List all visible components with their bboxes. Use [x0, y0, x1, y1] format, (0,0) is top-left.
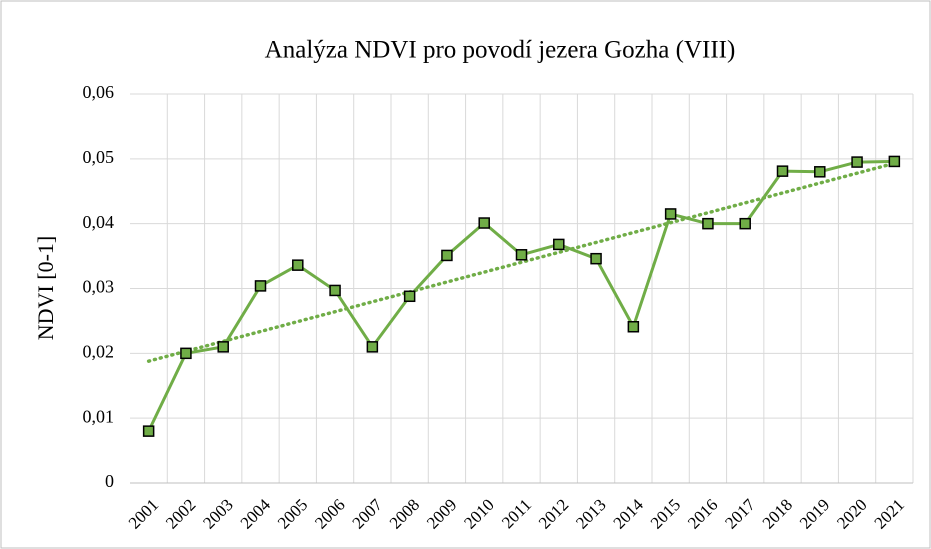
y-tick-label: 0,06 — [83, 82, 115, 102]
point-marker — [702, 217, 714, 230]
point-marker — [553, 238, 565, 251]
point-marker — [814, 166, 826, 178]
point-marker — [590, 252, 602, 265]
point-marker — [888, 155, 901, 168]
y-tick-label: 0,01 — [83, 406, 115, 426]
trendline — [146, 161, 897, 363]
point-marker — [366, 341, 379, 353]
y-axis-label: NDVI [0-1] — [33, 236, 58, 340]
point-marker — [441, 249, 453, 262]
point-marker — [142, 425, 155, 437]
point-marker — [478, 217, 490, 229]
point-marker — [851, 156, 863, 168]
point-marker — [329, 284, 341, 297]
point-marker — [515, 249, 528, 261]
point-marker — [217, 341, 229, 353]
point-marker — [776, 165, 789, 177]
y-tick-label: 0,05 — [83, 147, 115, 167]
y-tick-label: 0,02 — [83, 341, 115, 361]
y-tick-label: 0,03 — [83, 277, 115, 297]
y-tick-label: 0,04 — [83, 212, 115, 232]
chart-title: Analýza NDVI pro povodí jezera Gozha (VI… — [265, 37, 736, 64]
point-marker — [739, 217, 751, 230]
y-tick-label: 0 — [105, 471, 114, 491]
point-marker — [627, 321, 640, 333]
point-marker — [403, 290, 416, 303]
point-marker — [180, 347, 192, 360]
point-marker — [292, 259, 304, 271]
point-marker — [664, 208, 677, 220]
point-marker — [254, 280, 267, 292]
